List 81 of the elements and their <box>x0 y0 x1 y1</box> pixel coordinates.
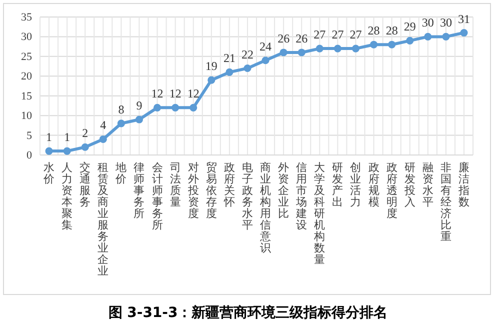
point <box>460 28 468 37</box>
x-tick-label: 政府规模 <box>368 162 380 208</box>
point <box>135 116 144 124</box>
point <box>63 147 71 155</box>
x-tick-label: 贸易依存度 <box>206 161 217 220</box>
y-tick-label: 0 <box>26 150 32 162</box>
x-tick-label: 信用市场建设 <box>295 162 308 232</box>
point <box>352 44 360 52</box>
x-tick-label: 商业机构用信意识 <box>259 161 272 254</box>
point <box>226 68 234 76</box>
point <box>280 48 288 56</box>
data-label: 2 <box>82 126 88 140</box>
y-tick-label: 10 <box>21 110 32 122</box>
data-label: 28 <box>386 24 398 38</box>
x-tick-label: 研发投入 <box>403 162 416 208</box>
data-label: 9 <box>136 98 142 113</box>
x-tick-label: 廉洁指数 <box>457 161 470 208</box>
data-label: 12 <box>187 86 200 101</box>
data-label: 30 <box>422 16 434 30</box>
data-label: 30 <box>440 16 452 30</box>
point <box>370 40 378 48</box>
x-tick-label: 非国有经济比重 <box>440 161 452 243</box>
x-tick-label: 研发产出 <box>332 162 344 208</box>
x-tick-label: 融资水平 <box>422 162 434 208</box>
point <box>442 32 450 40</box>
point <box>388 40 396 48</box>
data-label: 27 <box>350 28 362 42</box>
x-tick-label: 电子政务水平 <box>242 161 253 232</box>
point <box>208 76 216 84</box>
y-tick-label: 15 <box>21 90 32 102</box>
point <box>316 44 324 52</box>
data-label: 1 <box>64 130 70 144</box>
x-tick-label: 对外投资度 <box>186 161 199 220</box>
data-label: 26 <box>278 31 290 46</box>
data-label: 27 <box>314 28 326 42</box>
data-label: 21 <box>223 51 236 66</box>
text: 图 3-31-3：新疆营商环境三级指标得分排名 <box>108 304 388 321</box>
x-tick-label: 创业活力 <box>350 162 362 208</box>
data-label: 31 <box>458 12 470 26</box>
point <box>424 32 432 40</box>
data-label: 26 <box>296 31 308 46</box>
point <box>190 104 198 112</box>
data-label: 12 <box>169 86 182 101</box>
y-tick-label: 20 <box>21 70 32 83</box>
category-label: 大学及科研机构数量 <box>314 162 326 266</box>
data-label: 12 <box>151 86 164 101</box>
x-tick-label: 司法质量 <box>170 162 181 208</box>
y-tick-label: 35 <box>21 12 32 24</box>
data-label: 4 <box>100 118 106 132</box>
x-tick-label: 政府关怀 <box>222 162 235 208</box>
data-label: 24 <box>260 39 272 54</box>
point <box>406 36 414 44</box>
point <box>298 48 306 56</box>
x-tick-label: 水价 <box>42 161 55 186</box>
data-label: 27 <box>332 28 344 42</box>
point <box>334 44 342 52</box>
y-tick-label: 30 <box>21 31 32 44</box>
point <box>153 104 162 112</box>
x-tick-label: 交通服务 <box>80 161 91 208</box>
y-tick-label: 25 <box>21 50 32 63</box>
x-tick-label: 会计师事务所 <box>152 162 163 232</box>
point <box>45 147 53 155</box>
x-tick-label: 政府透明度 <box>386 162 398 220</box>
x-tick-label: 地价 <box>114 161 127 186</box>
data-label: 19 <box>205 59 218 74</box>
x-tick-label: 律师事务所 <box>134 162 145 220</box>
data-label: 8 <box>118 102 124 116</box>
data-label: 28 <box>368 24 380 38</box>
point <box>262 56 270 64</box>
x-tick-label: 外资企业比 <box>278 162 290 220</box>
point <box>172 104 180 112</box>
y-tick-label: 5 <box>26 130 32 142</box>
category-label: 租赁及商业服务业企业 <box>98 162 109 278</box>
data-label: 22 <box>241 47 254 62</box>
point <box>117 120 125 128</box>
point <box>81 143 89 151</box>
data-label: 1 <box>46 130 52 144</box>
data-label: 29 <box>404 20 416 34</box>
point <box>99 135 107 144</box>
x-tick-label: 人力资本聚集 <box>62 162 73 232</box>
point <box>244 64 252 72</box>
